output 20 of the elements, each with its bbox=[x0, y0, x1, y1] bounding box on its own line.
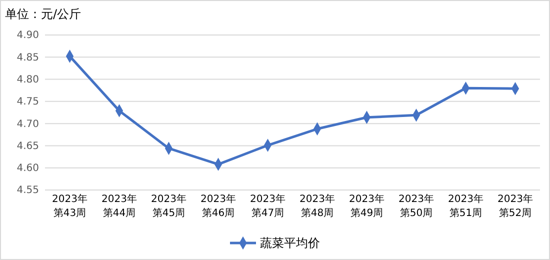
y-tick-label: 4.65 bbox=[16, 140, 39, 152]
y-tick-label: 4.55 bbox=[16, 185, 39, 196]
y-tick-label: 4.85 bbox=[16, 52, 39, 64]
x-tick-label: 2023年第51周 bbox=[448, 193, 484, 219]
x-tick-label: 2023年第52周 bbox=[498, 193, 533, 219]
x-tick-label: 2023年第47周 bbox=[250, 193, 286, 219]
y-tick-label: 4.70 bbox=[16, 118, 39, 130]
x-tick-label: 2023年第49周 bbox=[349, 193, 384, 219]
x-tick-label: 2023年第44周 bbox=[102, 193, 137, 219]
x-tick-label: 2023年第50周 bbox=[398, 193, 434, 219]
y-tick-label: 4.90 bbox=[16, 30, 39, 42]
x-tick-label: 2023年第48周 bbox=[300, 193, 335, 219]
y-tick-label: 4.75 bbox=[16, 96, 39, 108]
y-tick-label: 4.80 bbox=[16, 74, 39, 86]
y-tick-label: 4.60 bbox=[16, 163, 39, 174]
chart-title: 单位：元/公斤 bbox=[5, 7, 82, 21]
x-tick-label: 2023年第45周 bbox=[151, 193, 186, 219]
x-tick-label: 2023年第46周 bbox=[200, 193, 236, 219]
legend-label: 蔬菜平均价 bbox=[260, 236, 320, 250]
x-tick-label: 2023年第43周 bbox=[52, 193, 88, 219]
